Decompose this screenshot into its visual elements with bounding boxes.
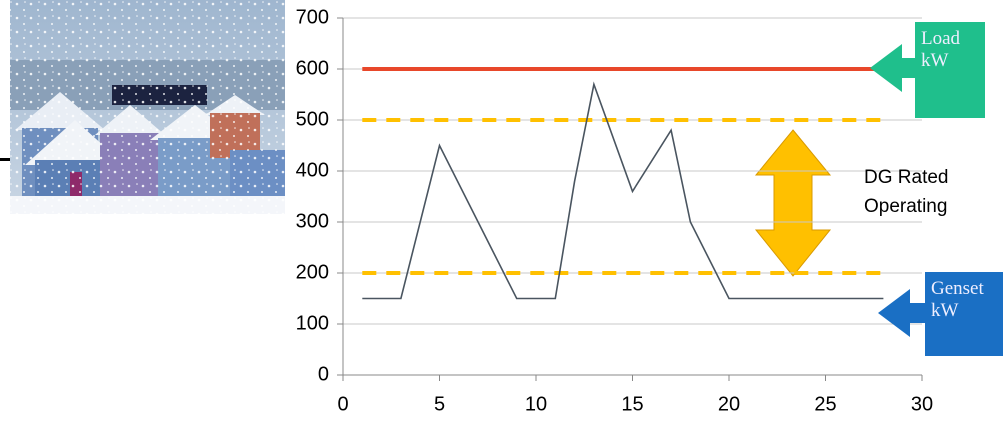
y-tick-label: 500 (296, 108, 329, 130)
x-tick-label: 15 (621, 393, 643, 415)
dg-label-line: Operating (864, 192, 948, 221)
x-tick-label: 5 (434, 393, 445, 415)
x-tick-label: 0 (337, 393, 348, 415)
y-tick-label: 200 (296, 261, 329, 283)
illustration (0, 0, 285, 214)
chart: 0 100 200 300 400 500 600 700 0 5 10 15 20 25 30 (0, 0, 1003, 424)
y-tick-label: 600 (296, 57, 329, 79)
y-tick-label: 400 (296, 159, 329, 181)
label-arrow (878, 289, 927, 337)
y-tick-label: 300 (296, 210, 329, 232)
x-tick-label: 20 (718, 393, 740, 415)
x-tick-label: 25 (814, 393, 836, 415)
page: 0 100 200 300 400 500 600 700 0 5 10 15 20 25 30 Load … (0, 0, 1003, 424)
y-tick-label: 700 (296, 6, 329, 28)
y-tick-label: 0 (318, 363, 329, 385)
genset-label-box: Genset kW (931, 278, 999, 322)
dg-label-line: DG Rated (864, 163, 948, 192)
dg-arrow (756, 130, 830, 276)
load-label-box: Load kW (921, 28, 981, 72)
x-tick-label: 30 (911, 393, 933, 415)
label-arrow (870, 44, 917, 92)
x-tick-label: 10 (525, 393, 547, 415)
y-tick-label: 100 (296, 312, 329, 334)
